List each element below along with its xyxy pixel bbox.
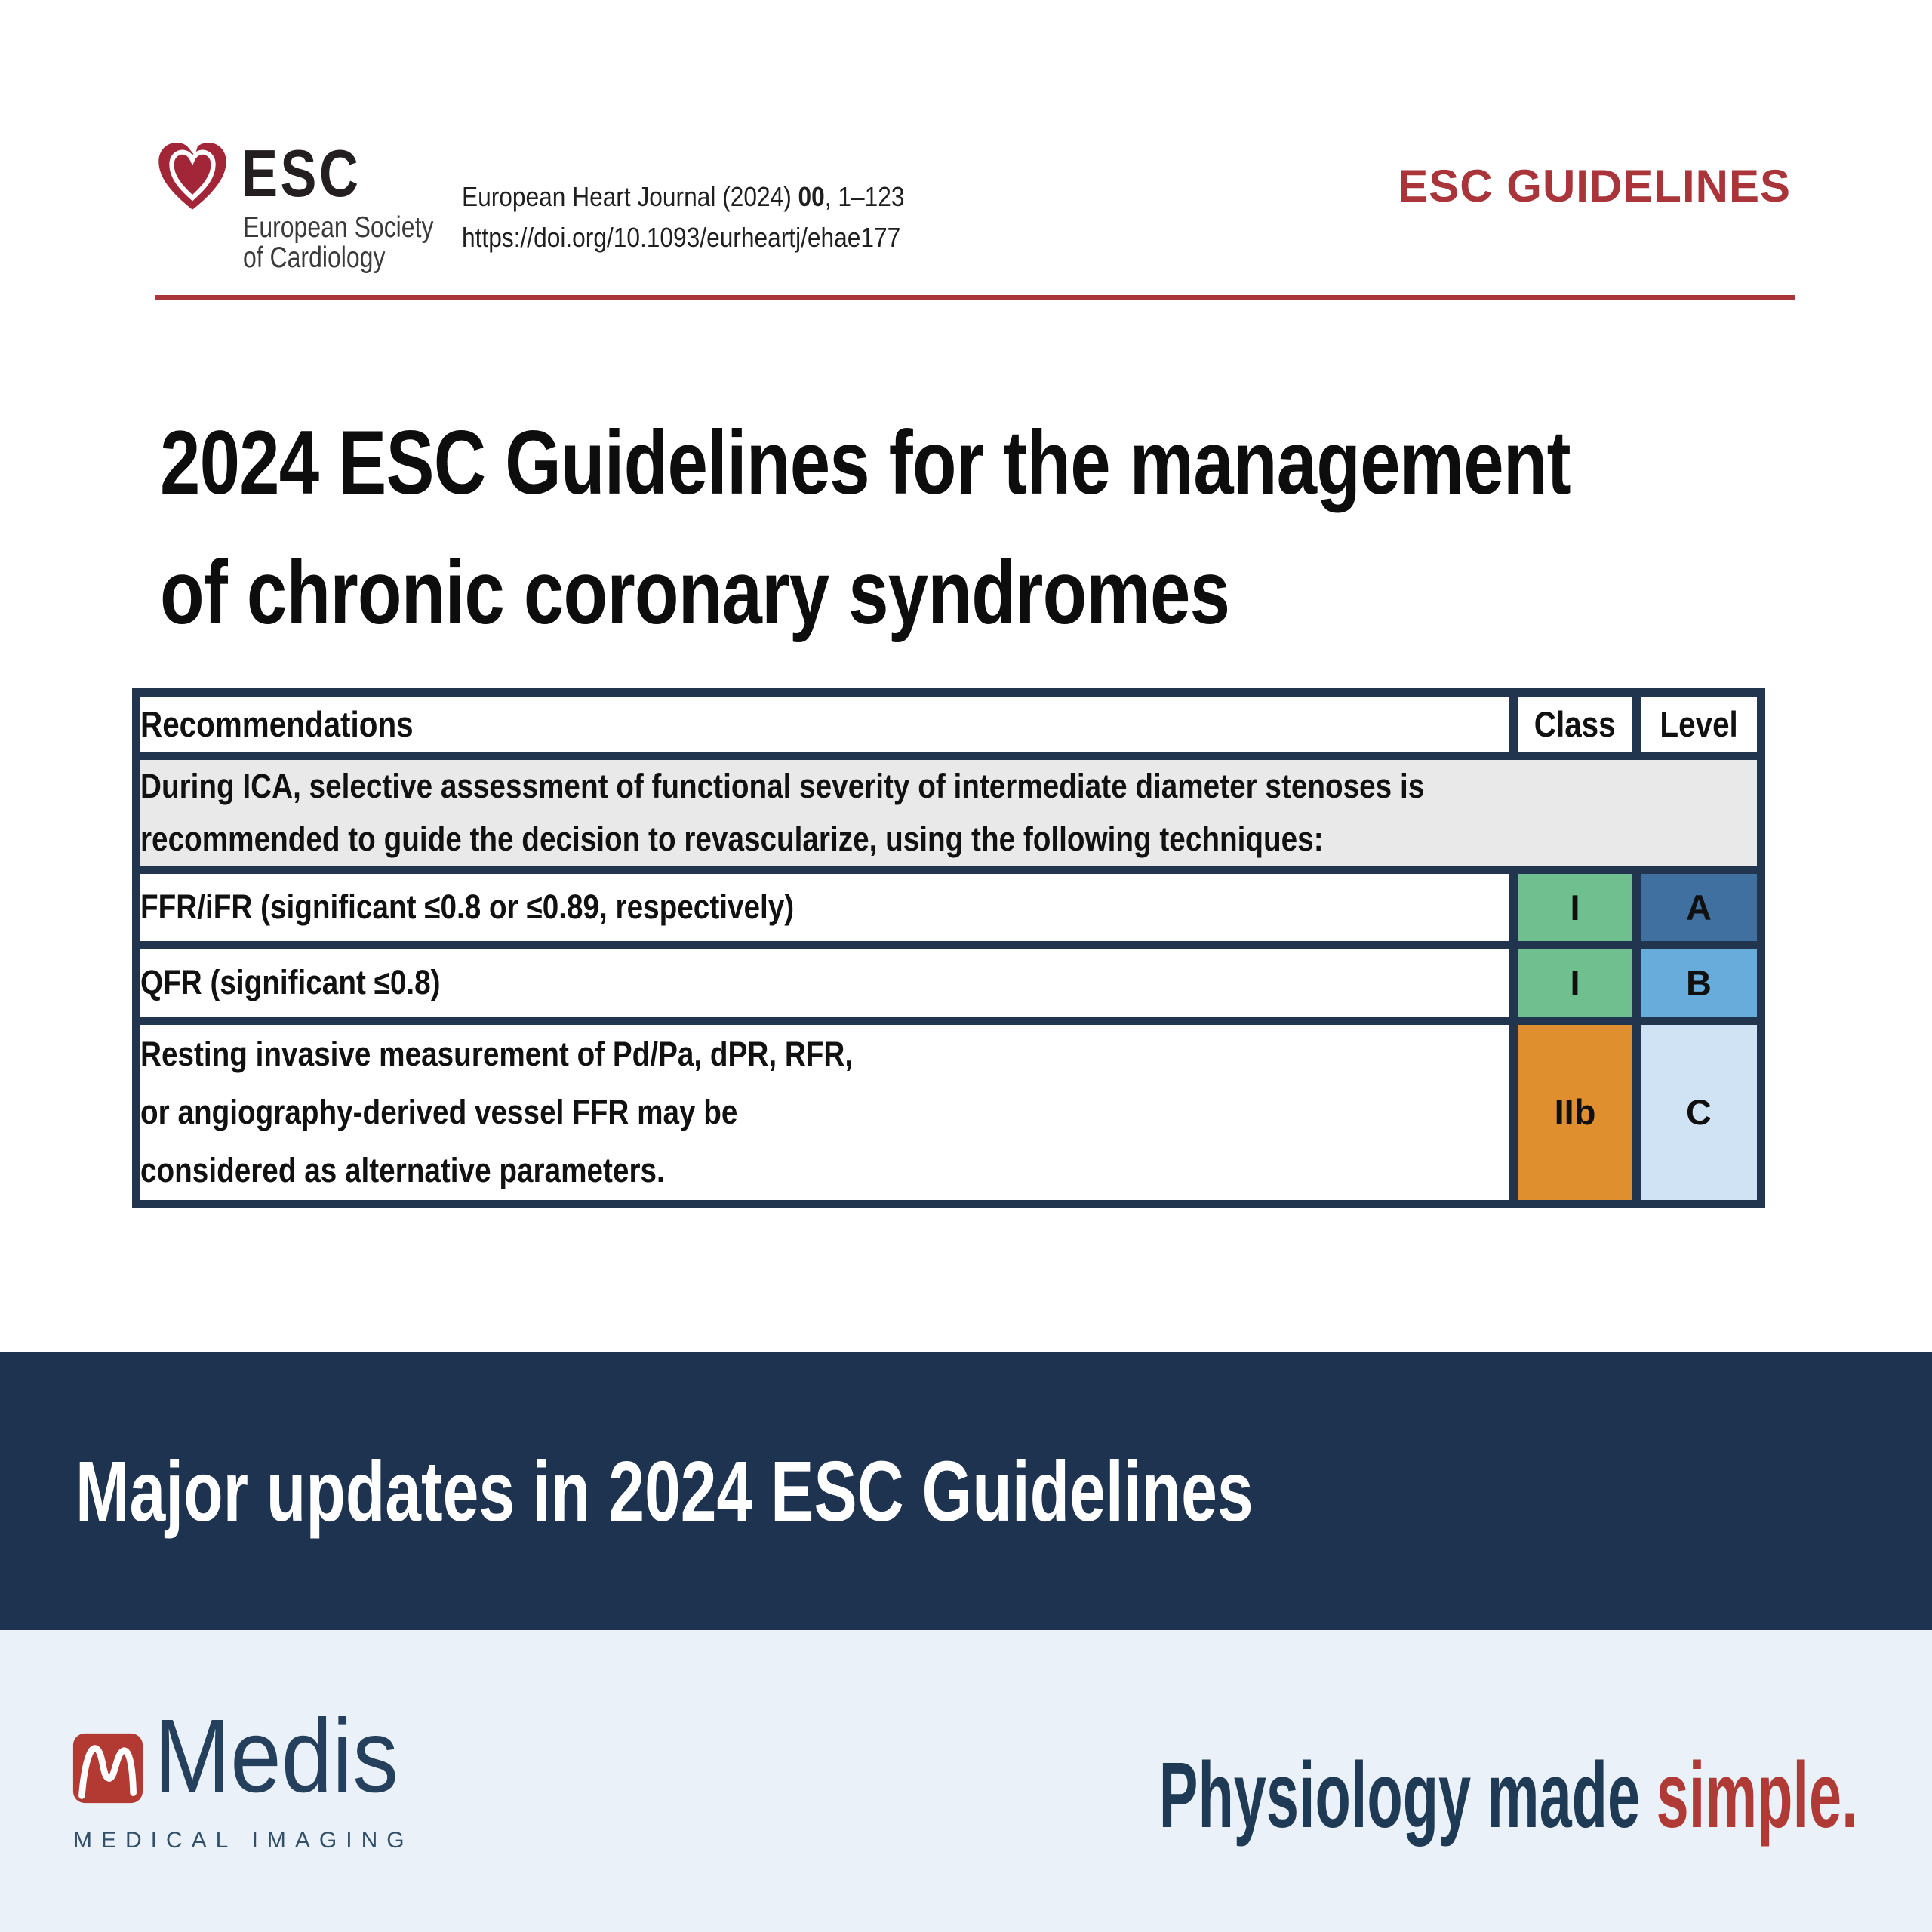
footer: Medis MEDICAL IMAGING Physiology made si… [0, 1630, 1932, 1932]
esc-society-name: European Society of Cardiology [243, 211, 434, 274]
level-cell: B [1632, 940, 1765, 1025]
col-header-level: Level [1632, 688, 1765, 760]
recommendation-cell: FFR/iFR (significant ≤0.8 or ≤0.89, resp… [132, 865, 1518, 949]
updates-banner: Major updates in 2024 ESC Guidelines [0, 1352, 1932, 1630]
esc-guidelines-badge: ESC GUIDELINES [1398, 161, 1791, 211]
class-value: I [1570, 887, 1580, 928]
level-value: B [1686, 962, 1712, 1003]
level-value: A [1686, 887, 1712, 928]
table-section-header-row: During ICA, selective assessment of func… [132, 752, 1765, 874]
table-row: FFR/iFR (significant ≤0.8 or ≤0.89, resp… [132, 865, 1765, 949]
table-row: QFR (significant ≤0.8) I B [132, 940, 1765, 1025]
level-value: C [1686, 1092, 1712, 1133]
class-cell: I [1509, 865, 1641, 949]
esc-wordmark: ESC [242, 136, 361, 211]
level-cell: C [1632, 1016, 1765, 1208]
citation-line: European Heart Journal (2024) 00, 1–123 [462, 181, 905, 212]
recommendations-table: Recommendations Class Level During ICA, … [132, 688, 1765, 1208]
medis-wordmark: Medis [154, 1698, 398, 1814]
class-cell: IIb [1509, 1016, 1641, 1208]
section-header-cell: During ICA, selective assessment of func… [132, 752, 1765, 874]
table-row: Resting invasive measurement of Pd/Pa, d… [132, 1016, 1765, 1208]
class-value: I [1570, 962, 1580, 1003]
citation-doi: https://doi.org/10.1093/eurheartj/ehae17… [462, 222, 901, 253]
recommendation-cell: Resting invasive measurement of Pd/Pa, d… [132, 1016, 1518, 1208]
class-value: IIb [1554, 1092, 1596, 1133]
class-cell: I [1509, 940, 1641, 1025]
tagline-accent: simple. [1656, 1744, 1858, 1847]
table-header-row: Recommendations Class Level [132, 688, 1765, 760]
recommendation-cell: QFR (significant ≤0.8) [132, 940, 1518, 1025]
col-header-class: Class [1509, 688, 1641, 760]
medis-logo-icon [72, 1733, 143, 1804]
tagline-text: Physiology made [1159, 1744, 1657, 1847]
medis-subtitle: MEDICAL IMAGING [73, 1828, 414, 1853]
journal-citation: European Heart Journal (2024) 00, 1–123 … [462, 181, 964, 263]
col-header-recommendations: Recommendations [132, 688, 1518, 760]
esc-heart-logo-icon [158, 142, 226, 210]
citation-volume: 00 [798, 181, 825, 212]
header-divider [155, 295, 1795, 300]
level-cell: A [1632, 865, 1765, 949]
banner-title: Major updates in 2024 ESC Guidelines [75, 1443, 1254, 1539]
page-title: 2024 ESC Guidelines for the management o… [160, 412, 1571, 643]
tagline: Physiology made simple. [749, 1749, 1858, 1842]
